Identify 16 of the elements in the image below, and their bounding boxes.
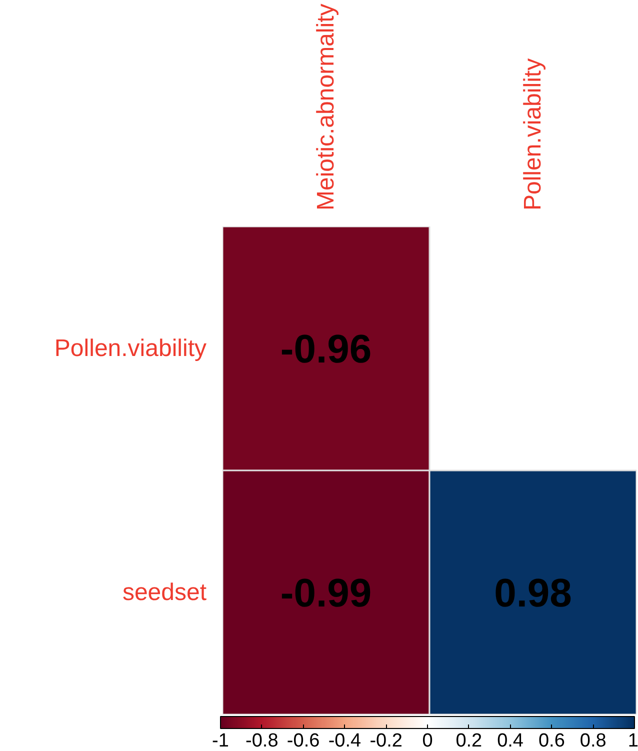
color-bar-label: 0 bbox=[422, 730, 433, 751]
color-bar-label: -0.2 bbox=[370, 730, 402, 751]
color-bar-label: 1 bbox=[628, 730, 638, 751]
data-label: 0.98 bbox=[494, 572, 572, 616]
data-label: -0.96 bbox=[280, 328, 372, 372]
color-bar-label: 0.2 bbox=[456, 730, 482, 751]
color-bar-label: 0.8 bbox=[580, 730, 606, 751]
color-bar-label: 0.6 bbox=[538, 730, 565, 751]
color-bar-label: -0.8 bbox=[246, 730, 278, 751]
color-bar-label: 0.4 bbox=[497, 730, 524, 751]
data-label: -0.99 bbox=[280, 572, 372, 616]
y-tick-label: seedset bbox=[122, 579, 207, 606]
color-bar-label: -0.4 bbox=[328, 730, 362, 751]
color-bar-label: -0.6 bbox=[286, 730, 320, 751]
color-bar-label: -1 bbox=[212, 730, 229, 751]
x-tick-label: Meiotic.abnormality bbox=[312, 4, 340, 210]
